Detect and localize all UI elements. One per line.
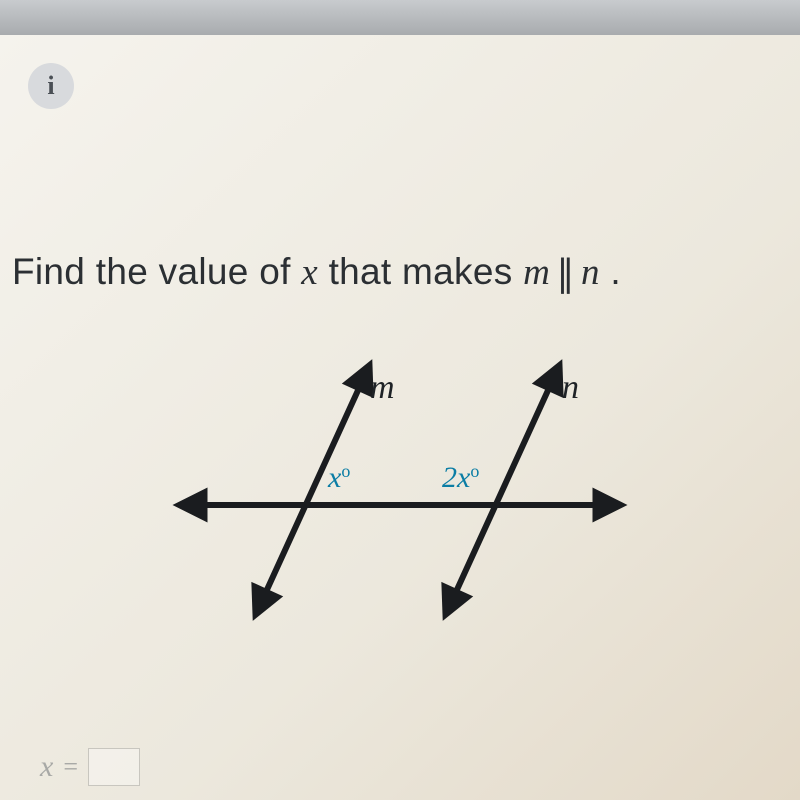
answer-var: x <box>40 750 53 784</box>
angle2-coef: 2 <box>442 461 457 494</box>
info-button[interactable]: i <box>28 63 74 109</box>
angle-label-x: xo <box>328 461 350 495</box>
question-middle: that makes <box>318 251 523 292</box>
answer-equals: = <box>63 752 78 782</box>
question-text: Find the value of x that makes m∥n . <box>12 250 621 294</box>
diagram-svg <box>170 345 630 625</box>
question-line-m: m <box>523 252 550 293</box>
angle1-degree-icon: o <box>341 461 350 481</box>
angle1-var: x <box>328 461 341 494</box>
question-var-x: x <box>301 252 318 293</box>
question-suffix: . <box>600 251 621 292</box>
window-top-bar <box>0 0 800 35</box>
question-prefix: Find the value of <box>12 251 301 292</box>
info-icon: i <box>47 71 54 101</box>
label-line-n: n <box>562 369 579 407</box>
angle2-degree-icon: o <box>470 461 479 481</box>
content-area: i Find the value of x that makes m∥n . m… <box>0 35 800 800</box>
angle-label-2x: 2xo <box>442 461 479 495</box>
answer-row: x = <box>40 748 140 786</box>
parallel-symbol: ∥ <box>556 252 575 296</box>
geometry-diagram: m n xo 2xo <box>170 345 630 625</box>
angle2-var: x <box>457 461 470 494</box>
question-line-n: n <box>581 252 600 293</box>
label-line-m: m <box>370 369 395 407</box>
answer-input[interactable] <box>88 748 140 786</box>
